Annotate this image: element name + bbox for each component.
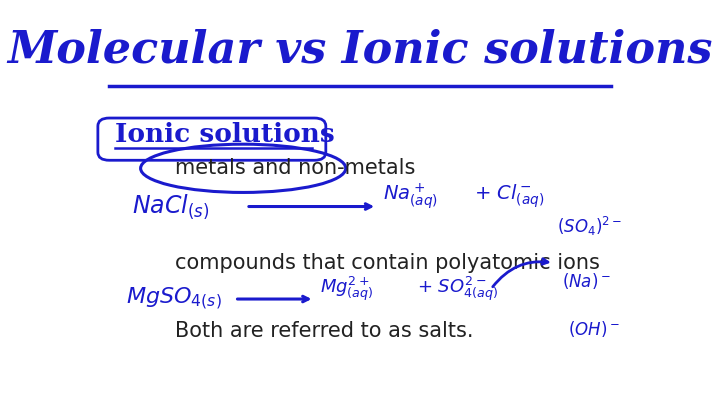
Text: $NaCl_{(s)}$: $NaCl_{(s)}$ — [132, 192, 210, 221]
Text: $(Na)^-$: $(Na)^-$ — [562, 271, 611, 291]
Text: compounds that contain polyatomic ions: compounds that contain polyatomic ions — [175, 253, 600, 273]
Text: $MgSO_{4(s)}$: $MgSO_{4(s)}$ — [127, 286, 222, 312]
Text: $+\ SO^{2-}_{4(aq)}$: $+\ SO^{2-}_{4(aq)}$ — [417, 275, 498, 303]
Text: Both are referred to as salts.: Both are referred to as salts. — [175, 321, 473, 341]
Text: Molecular vs Ionic solutions: Molecular vs Ionic solutions — [7, 28, 713, 71]
Text: $(OH)^-$: $(OH)^-$ — [568, 319, 619, 339]
Text: $(SO_4)^{2-}$: $(SO_4)^{2-}$ — [557, 215, 621, 238]
Text: $+\ Cl^-_{(aq)}$: $+\ Cl^-_{(aq)}$ — [474, 183, 544, 210]
Text: $Na^+_{(aq)}$: $Na^+_{(aq)}$ — [383, 181, 438, 211]
Text: Ionic solutions: Ionic solutions — [115, 122, 335, 147]
Text: $Mg^{2+}_{(aq)}$: $Mg^{2+}_{(aq)}$ — [320, 275, 374, 303]
Text: metals and non-metals: metals and non-metals — [175, 158, 415, 178]
